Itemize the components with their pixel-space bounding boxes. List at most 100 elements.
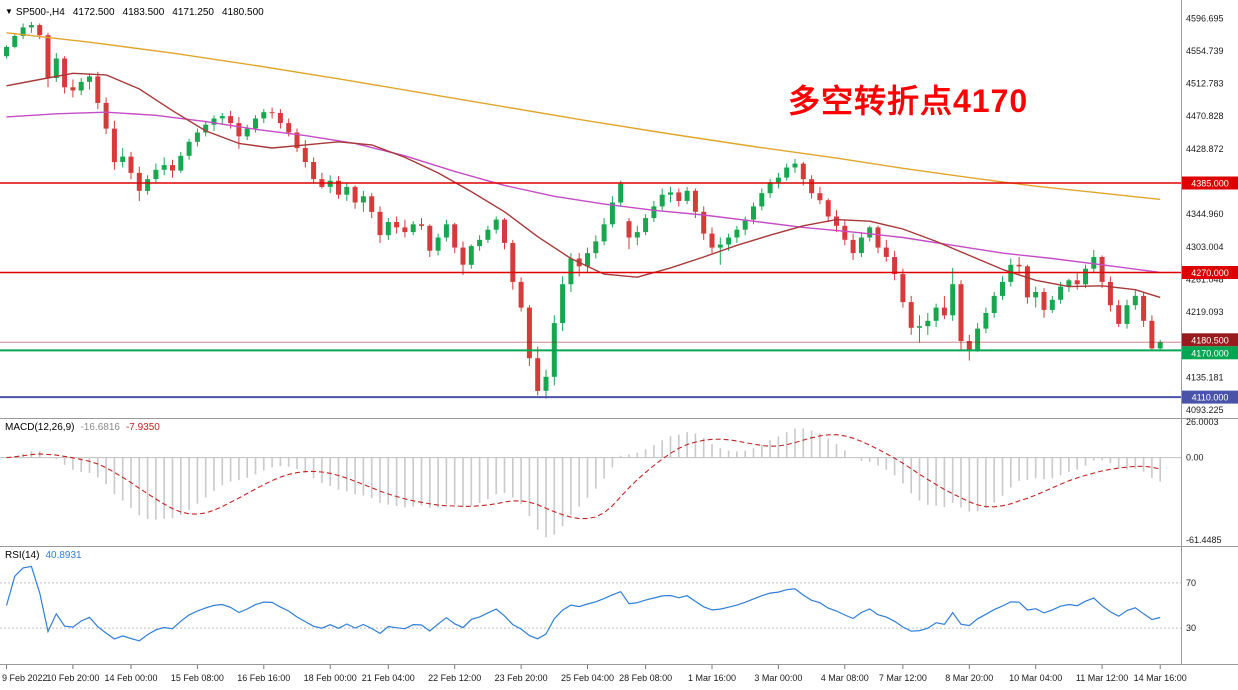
candle-body xyxy=(825,200,831,217)
macd-histogram-bar xyxy=(595,457,597,489)
macd-histogram-bar xyxy=(63,457,66,465)
candle-body xyxy=(717,244,723,248)
macd-histogram-bar xyxy=(437,457,439,508)
macd-histogram-bar xyxy=(97,457,99,478)
macd-histogram-bar xyxy=(603,457,605,479)
ma-slow-line[interactable] xyxy=(6,32,1161,201)
candle-body xyxy=(369,196,375,212)
candle-body xyxy=(37,25,43,36)
candle-body xyxy=(211,118,217,125)
time-tick-label: 3 Mar 00:00 xyxy=(754,673,802,683)
price-pane[interactable] xyxy=(4,21,1163,399)
macd-histogram-bar xyxy=(586,457,589,498)
ma-medium-line[interactable] xyxy=(6,111,1161,274)
macd-histogram-bar xyxy=(943,457,946,507)
candle-body xyxy=(286,123,292,133)
candle-body xyxy=(294,132,300,149)
macd-histogram-bar xyxy=(1034,457,1037,479)
macd-histogram-bar xyxy=(105,457,107,485)
candle-body xyxy=(53,58,59,78)
candle-body xyxy=(958,284,964,341)
ma-fast-line[interactable] xyxy=(6,72,1161,299)
candle-body xyxy=(402,227,408,233)
candle-body xyxy=(701,211,707,234)
macd-histogram-bar xyxy=(254,457,257,475)
macd-histogram-bar xyxy=(138,457,141,516)
macd-histogram-bar xyxy=(1142,457,1145,472)
macd-histogram-bar xyxy=(1117,457,1120,469)
candle-body xyxy=(900,274,906,303)
macd-histogram-bar xyxy=(545,457,547,538)
candle-body xyxy=(136,172,142,191)
candle-body xyxy=(908,302,914,328)
candle-body xyxy=(1107,281,1113,306)
macd-histogram-bar xyxy=(993,457,995,503)
macd-histogram-bar xyxy=(188,457,190,510)
candle-body xyxy=(858,237,864,254)
macd-histogram-bar xyxy=(171,457,174,519)
macd-histogram-bar xyxy=(1126,457,1128,470)
macd-histogram-bar xyxy=(337,457,340,490)
close-value: 4180.500 xyxy=(222,7,264,18)
candle-body xyxy=(261,112,267,119)
candle-body xyxy=(203,124,209,133)
symbol-ohlc-header: ▼ SP500-,H4 4172.500 4183.500 4171.250 4180.5… xyxy=(5,7,272,18)
macd-histogram-bar xyxy=(312,457,315,479)
candle-body xyxy=(809,179,815,194)
macd-histogram-bar xyxy=(611,457,614,468)
candle-body xyxy=(609,202,615,225)
candle-body xyxy=(626,221,632,238)
horizontal-level-lines[interactable] xyxy=(0,182,1181,399)
candle-body xyxy=(601,224,607,242)
candle-body xyxy=(975,328,981,350)
macd-histogram-bar xyxy=(918,457,921,501)
candle-body xyxy=(634,232,640,238)
price-scale[interactable]: 4596.695 4554.739 4512.783 4470.828 4428.872… xyxy=(1182,13,1238,633)
macd-histogram-bar xyxy=(893,457,896,476)
macd-histogram-bar xyxy=(1109,457,1112,464)
macd-histogram-bar xyxy=(1010,457,1012,488)
candle-body xyxy=(1033,292,1039,298)
macd-histogram-bar xyxy=(304,457,307,473)
macd-histogram-bar xyxy=(1059,457,1062,476)
macd-histogram-bar xyxy=(951,457,954,503)
macd-histogram-bar xyxy=(727,450,730,458)
candle-body xyxy=(170,165,175,171)
candle-body xyxy=(443,224,449,238)
candle-body xyxy=(336,180,341,195)
macd-histogram-bar xyxy=(819,433,821,458)
macd-histogram-bar xyxy=(113,457,116,495)
macd-histogram-bar xyxy=(503,457,506,493)
time-tick-label: 28 Feb 08:00 xyxy=(619,673,672,683)
macd-histogram-bar xyxy=(553,457,556,535)
macd-histogram-bar xyxy=(910,457,912,494)
candle-body xyxy=(867,227,873,238)
candle-body xyxy=(28,25,34,28)
candle-body xyxy=(78,81,84,91)
candle-body xyxy=(775,177,781,183)
macd-histogram-bar xyxy=(661,440,663,458)
candle-body xyxy=(178,155,184,171)
candle-body xyxy=(1058,286,1064,300)
rsi-pane[interactable] xyxy=(0,565,1181,642)
candle-body xyxy=(933,307,939,321)
macd-pane[interactable] xyxy=(0,428,1181,538)
candle-body xyxy=(70,87,76,91)
candle-body xyxy=(1016,264,1022,267)
macd-histogram-bar xyxy=(835,444,838,458)
macd-histogram-bar xyxy=(155,457,157,520)
candle-body xyxy=(568,258,574,285)
macd-histogram-bar xyxy=(1076,457,1078,470)
time-tick-label: 8 Mar 20:00 xyxy=(945,673,993,683)
candle-body xyxy=(1066,280,1072,287)
chart-annotation[interactable]: 多空转折点4170 xyxy=(788,83,1029,119)
macd-histogram-bar xyxy=(196,457,199,504)
macd-histogram-bar xyxy=(852,457,854,458)
macd-histogram-bar xyxy=(487,457,489,500)
candle-body xyxy=(20,27,26,36)
candle-body xyxy=(244,128,250,137)
price-level-badge xyxy=(1182,333,1238,347)
